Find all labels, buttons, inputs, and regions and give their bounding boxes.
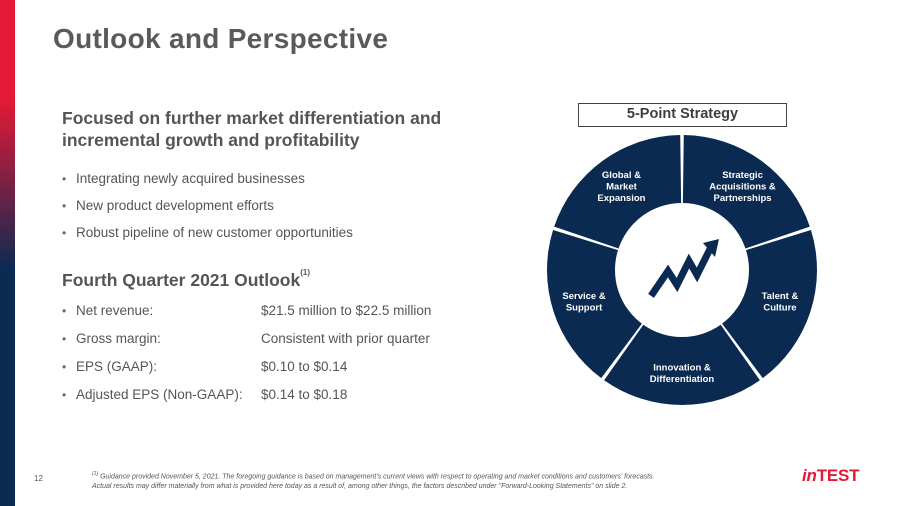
outlook-label: Adjusted EPS (Non-GAAP):: [76, 387, 243, 402]
focus-bullet-list: Integrating newly acquired businesses Ne…: [62, 170, 353, 251]
list-item: Robust pipeline of new customer opportun…: [62, 224, 353, 251]
list-item: Integrating newly acquired businesses: [62, 170, 353, 197]
outlook-label: Gross margin:: [76, 331, 161, 346]
strategy-segment-innovation-differentiation: [604, 324, 760, 405]
footnote-marker: (1): [300, 268, 311, 277]
outlook-row: EPS (GAAP): $0.10 to $0.14: [62, 358, 431, 386]
side-accent-bar: [0, 0, 15, 506]
list-item: New product development efforts: [62, 197, 353, 224]
trending-up-arrow-icon: [648, 239, 719, 298]
side-accent-red: [0, 0, 15, 100]
strategy-segment-label: Service & Support: [562, 291, 605, 314]
strategy-segment-label: Talent & Culture: [762, 291, 799, 314]
outlook-row: Gross margin: Consistent with prior quart…: [62, 330, 431, 358]
page-number: 12: [34, 474, 43, 483]
logo-in: in: [802, 466, 817, 485]
footnote-line-2: Actual results may differ materially fro…: [92, 482, 628, 490]
outlook-value: $0.10 to $0.14: [261, 359, 348, 374]
outlook-heading-text: Fourth Quarter 2021 Outlook: [62, 269, 301, 290]
strategy-segment-global-market-expansion: [554, 135, 682, 249]
logo-test: TEST: [816, 466, 860, 485]
section-heading-outlook: Fourth Quarter 2021 Outlook(1): [62, 266, 310, 291]
outlook-row: Net revenue: $21.5 million to $22.5 milli…: [62, 302, 431, 330]
side-accent-blue: [0, 270, 15, 506]
outlook-label: EPS (GAAP):: [76, 359, 158, 374]
intest-logo: inTEST: [802, 466, 860, 486]
footnote-line-1: Guidance provided November 5, 2021. The …: [100, 473, 655, 481]
strategy-segment-service-support: [547, 229, 642, 379]
footnote: (1) Guidance provided November 5, 2021. …: [92, 470, 792, 491]
strategy-segments: [547, 135, 817, 405]
strategy-segment-talent-culture: [722, 229, 817, 379]
strategy-wheel: Strategic Acquisitions & Partnerships Talen…: [547, 135, 817, 405]
strategy-label-box: 5-Point Strategy: [578, 103, 787, 127]
strategy-segment-labels: Strategic Acquisitions & Partnerships Talen…: [562, 170, 798, 385]
strategy-segment-strategic-acquisitions: [682, 135, 810, 249]
strategy-segment-label: Global & Market Expansion: [597, 170, 645, 204]
outlook-list: Net revenue: $21.5 million to $22.5 milli…: [62, 302, 431, 414]
outlook-row: Adjusted EPS (Non-GAAP): $0.14 to $0.18: [62, 386, 431, 414]
outlook-value: Consistent with prior quarter: [261, 331, 430, 346]
outlook-label: Net revenue:: [76, 303, 154, 318]
outlook-value: $0.14 to $0.18: [261, 387, 348, 402]
section-heading-focus: Focused on further market differentiatio…: [62, 108, 442, 150]
strategy-segment-label: Strategic Acquisitions & Partnerships: [709, 170, 776, 204]
footnote-marker: (1): [92, 471, 99, 477]
page-title: Outlook and Perspective: [53, 23, 389, 54]
outlook-value: $21.5 million to $22.5 million: [261, 303, 432, 318]
strategy-segment-label: Innovation & Differentiation: [650, 362, 715, 385]
side-accent-gradient: [0, 100, 15, 270]
